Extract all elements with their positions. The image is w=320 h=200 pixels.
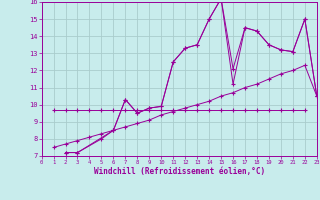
X-axis label: Windchill (Refroidissement éolien,°C): Windchill (Refroidissement éolien,°C) — [94, 167, 265, 176]
